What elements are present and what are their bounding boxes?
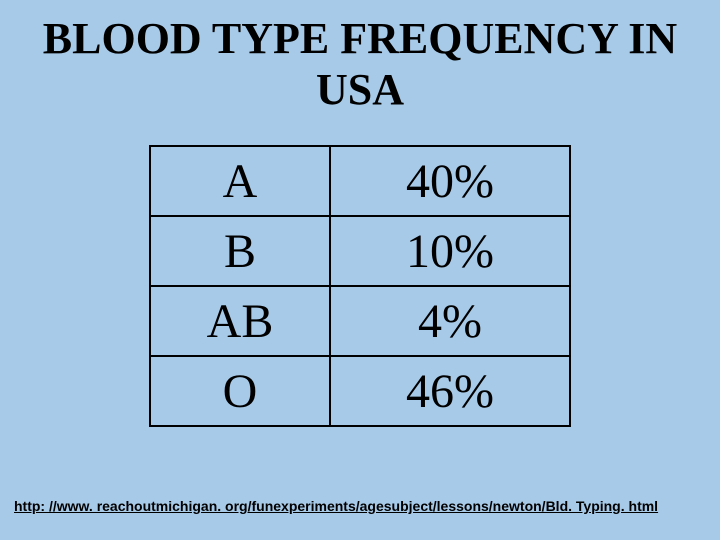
cell-freq: 10% <box>330 216 570 286</box>
blood-type-table: A 40% B 10% AB 4% O 46% <box>149 145 571 427</box>
table-row: O 46% <box>150 356 570 426</box>
table-row: AB 4% <box>150 286 570 356</box>
cell-freq: 4% <box>330 286 570 356</box>
cell-type: A <box>150 146 330 216</box>
cell-type: AB <box>150 286 330 356</box>
cell-type: O <box>150 356 330 426</box>
cell-freq: 46% <box>330 356 570 426</box>
page-title: BLOOD TYPE FREQUENCY IN USA <box>0 0 720 115</box>
cell-freq: 40% <box>330 146 570 216</box>
table-row: A 40% <box>150 146 570 216</box>
cell-type: B <box>150 216 330 286</box>
table-row: B 10% <box>150 216 570 286</box>
table-container: A 40% B 10% AB 4% O 46% <box>0 115 720 427</box>
footer-source-url: http: //www. reachoutmichigan. org/funex… <box>14 498 658 514</box>
